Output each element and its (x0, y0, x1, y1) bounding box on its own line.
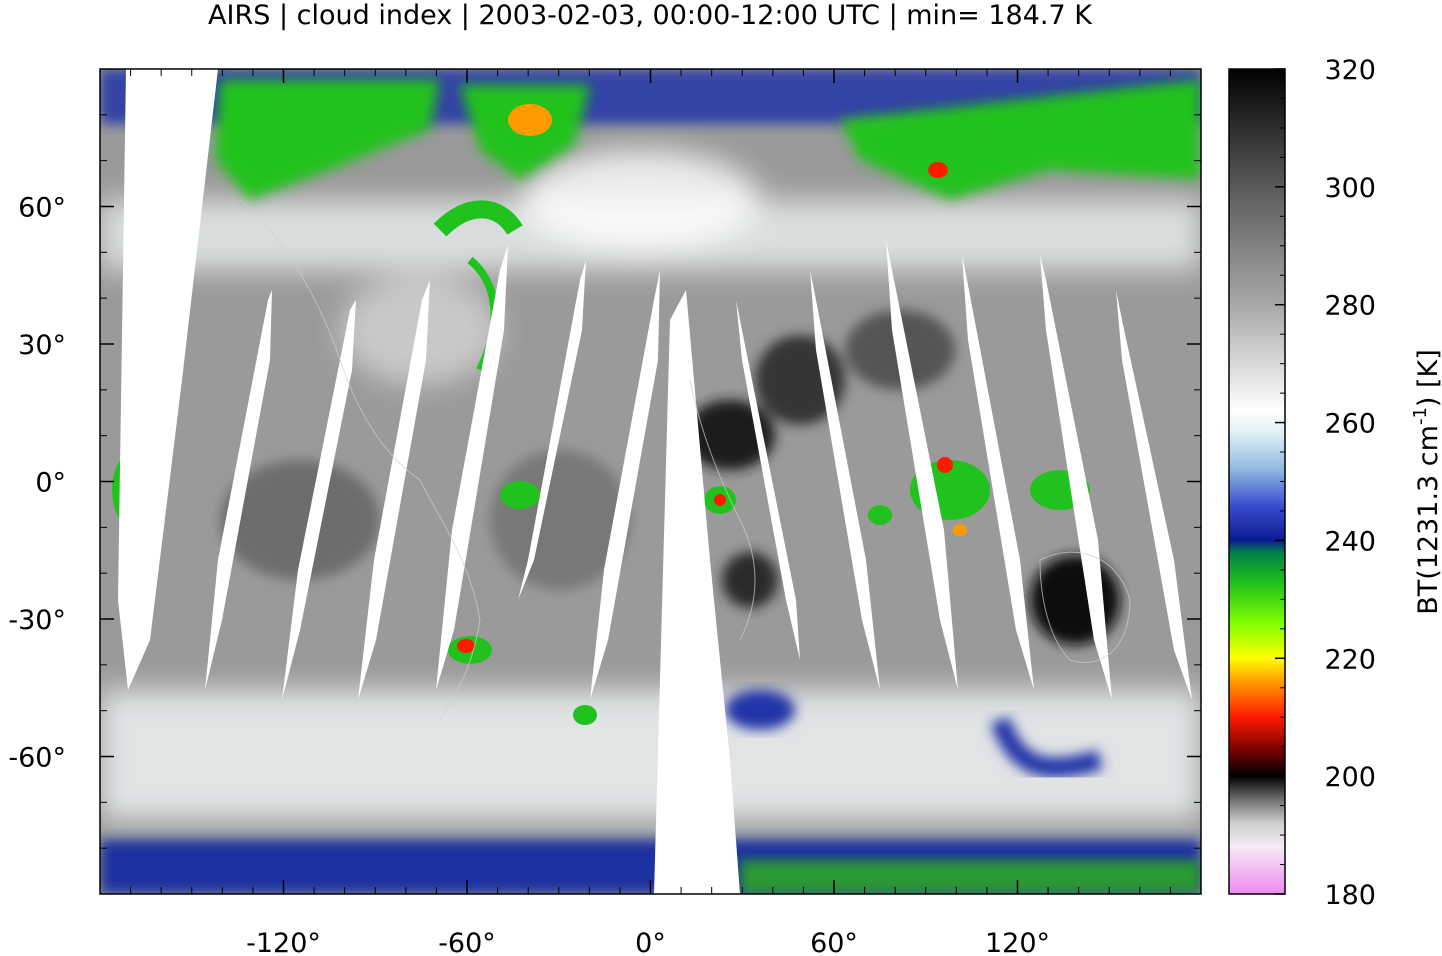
x-axis: -120° -60° 0° 60° 120° (246, 69, 1050, 956)
colorbar-label: BT(1231.3 cm-1) [K] (1410, 349, 1442, 615)
convection-cell-2-core (457, 639, 475, 653)
colorbar-tick-label: 320 (1324, 55, 1376, 86)
x-tick-label: -60° (438, 928, 496, 956)
orbit-gap-13 (1040, 255, 1112, 700)
orbit-gap-11 (886, 240, 958, 690)
orbit-gap-6 (518, 260, 586, 600)
y-tick-label: 30° (18, 330, 66, 361)
colorbar-label-main: BT(1231.3 cm (1413, 425, 1442, 615)
orbit-gap-10 (810, 270, 880, 690)
canada-cold-region (215, 80, 440, 200)
colorbar-tick-label: 200 (1324, 762, 1376, 793)
colorbar-tick-label: 220 (1324, 644, 1376, 675)
australia-coastline (1039, 551, 1131, 663)
convection-cell-7 (868, 505, 892, 525)
colorbar-tick-label: 260 (1324, 409, 1376, 440)
siberia-cold-spot (928, 162, 948, 178)
antarctic-green-region (740, 860, 1201, 894)
europe-cloud-area (520, 150, 760, 250)
southern-ocean-storm-arc (990, 716, 1103, 778)
greenland-peak-cold-spot (508, 104, 552, 136)
atlantic-storm-head (433, 200, 523, 237)
orbit-gap-2 (205, 290, 272, 690)
figure-title: AIRS | cloud index | 2003-02-03, 00:00-1… (208, 0, 1092, 31)
x-tick-label: 0° (635, 928, 666, 956)
southern-ocean-blue-cloud (725, 690, 795, 730)
map-panel (100, 69, 1201, 894)
africa-coastline (689, 379, 756, 641)
x-tick-label: -120° (246, 928, 321, 956)
x-tick-label: 120° (985, 928, 1050, 956)
colorbar-tick-label: 300 (1324, 173, 1376, 204)
convection-cell-4-core (714, 494, 726, 506)
colorbar-tick-label: 280 (1324, 291, 1376, 322)
colorbar-tick-label: 240 (1324, 526, 1376, 557)
orbit-gap-9 (736, 300, 800, 660)
convection-cell-5-core (937, 457, 953, 473)
y-tick-label: -30° (8, 605, 66, 636)
orbit-gap-5 (436, 245, 508, 690)
orbit-gap-1 (118, 69, 218, 690)
orbit-gap-4 (358, 280, 430, 700)
y-tick-label: 0° (35, 468, 66, 499)
southern-africa-warm-region (722, 552, 778, 608)
colorbar-ticks: 320 300 280 260 240 220 200 180 (1275, 55, 1376, 911)
colorbar: 320 300 280 260 240 220 200 180 BT(1231.3 cm-1)… (1228, 55, 1442, 911)
pacific-mid-region (220, 460, 380, 580)
orbit-gap-7 (590, 270, 660, 700)
colorbar-label-end: ) [K] (1413, 349, 1442, 407)
x-tick-label: 60° (810, 928, 858, 956)
orbit-gap-8 (654, 290, 740, 894)
colorbar-fill (1229, 69, 1285, 894)
americas-coastline (239, 199, 481, 721)
orbit-gaps (118, 69, 1192, 894)
convection-cell-3 (500, 481, 540, 509)
convection-cell-8 (573, 705, 597, 725)
sahara-warm-region (685, 400, 775, 470)
orbit-gap-3 (282, 300, 356, 700)
colorbar-tick-label: 180 (1324, 880, 1376, 911)
colorbar-label-superscript: -1 (1410, 407, 1431, 425)
orbit-gap-12 (962, 255, 1034, 690)
convection-cell-5-core-b (953, 524, 967, 536)
y-tick-label: -60° (8, 743, 66, 774)
y-axis: 60° 30° 0° -30° -60° (8, 193, 1201, 774)
y-tick-label: 60° (18, 193, 66, 224)
orbit-gap-14 (1116, 290, 1192, 700)
coastlines (239, 199, 1131, 721)
